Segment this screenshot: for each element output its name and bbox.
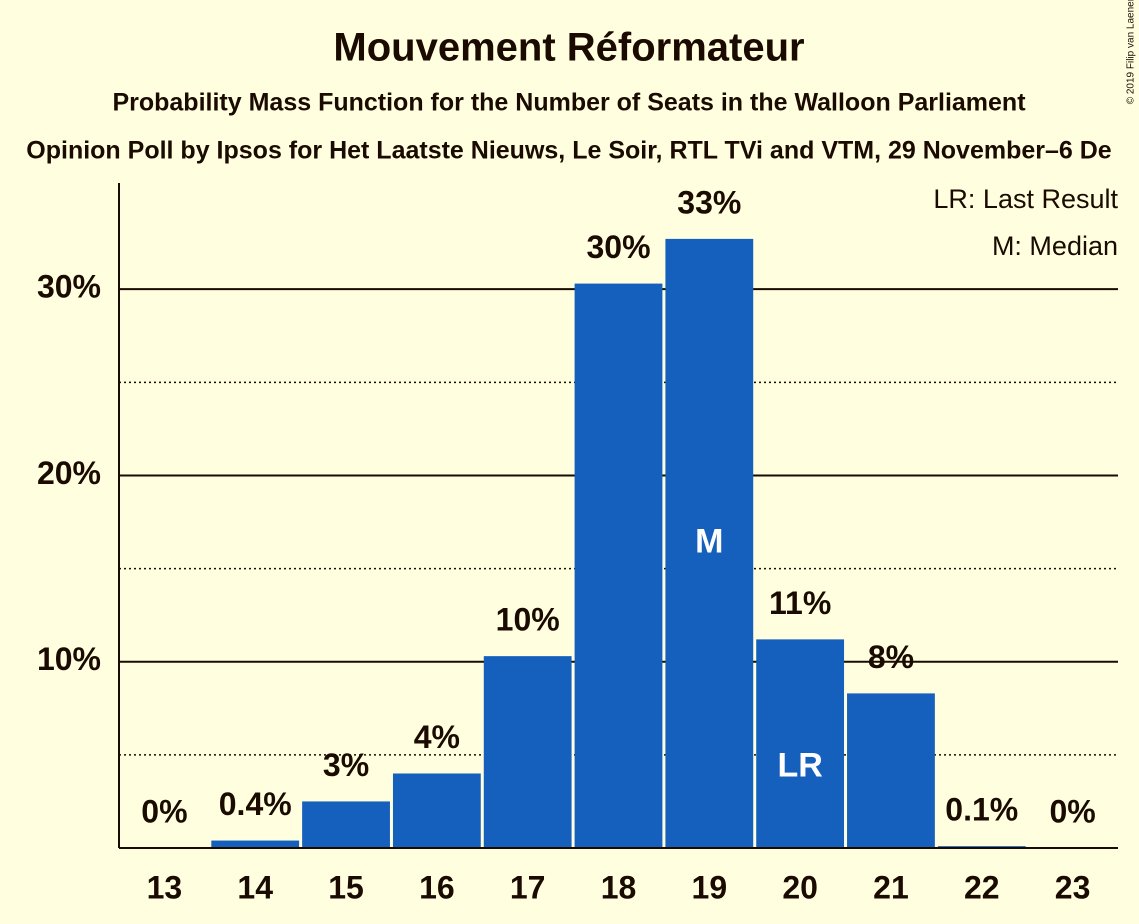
x-tick-label: 21: [873, 869, 909, 905]
value-label: 0.1%: [945, 792, 1018, 828]
chart-title: Mouvement Réformateur: [333, 26, 804, 70]
x-tick-label: 19: [692, 869, 728, 905]
x-tick-label: 16: [419, 869, 455, 905]
y-tick-label: 30%: [37, 269, 101, 305]
value-label: 30%: [586, 229, 650, 265]
bar: [392, 773, 481, 848]
value-label: 3%: [323, 747, 369, 783]
bar: [665, 238, 754, 849]
value-label: 8%: [868, 639, 914, 675]
x-tick-label: 20: [782, 869, 818, 905]
y-tick-label: 20%: [37, 455, 101, 491]
chart-subtitle: Opinion Poll by Ipsos for Het Laatste Ni…: [26, 137, 1112, 165]
bar: [302, 801, 390, 848]
legend-entry: LR: Last Result: [933, 184, 1118, 214]
bar: [483, 656, 572, 848]
bar: [574, 283, 663, 848]
bar-annotation: M: [695, 522, 723, 560]
value-label: 11%: [769, 585, 831, 621]
copyright: © 2019 Filip van Laenen: [1126, 0, 1137, 104]
x-tick-label: 18: [601, 869, 637, 905]
legend-entry: M: Median: [992, 231, 1118, 261]
chart-subtitle: Probability Mass Function for the Number…: [112, 89, 1026, 117]
bar: [847, 693, 935, 848]
x-tick-label: 13: [147, 869, 183, 905]
value-label: 0%: [141, 793, 187, 829]
x-tick-label: 14: [237, 869, 273, 905]
bar-annotation: LR: [777, 746, 822, 784]
value-label: 33%: [677, 184, 741, 220]
y-tick-label: 10%: [37, 641, 101, 677]
x-tick-label: 22: [964, 869, 1000, 905]
x-tick-label: 17: [510, 869, 546, 905]
value-label: 4%: [414, 719, 460, 755]
bar: [756, 639, 845, 848]
value-label: 0.4%: [219, 786, 292, 822]
value-label: 0%: [1049, 793, 1095, 829]
bar: [211, 840, 300, 848]
x-tick-label: 23: [1055, 869, 1091, 905]
x-tick-label: 15: [328, 869, 364, 905]
value-label: 10%: [496, 602, 560, 638]
